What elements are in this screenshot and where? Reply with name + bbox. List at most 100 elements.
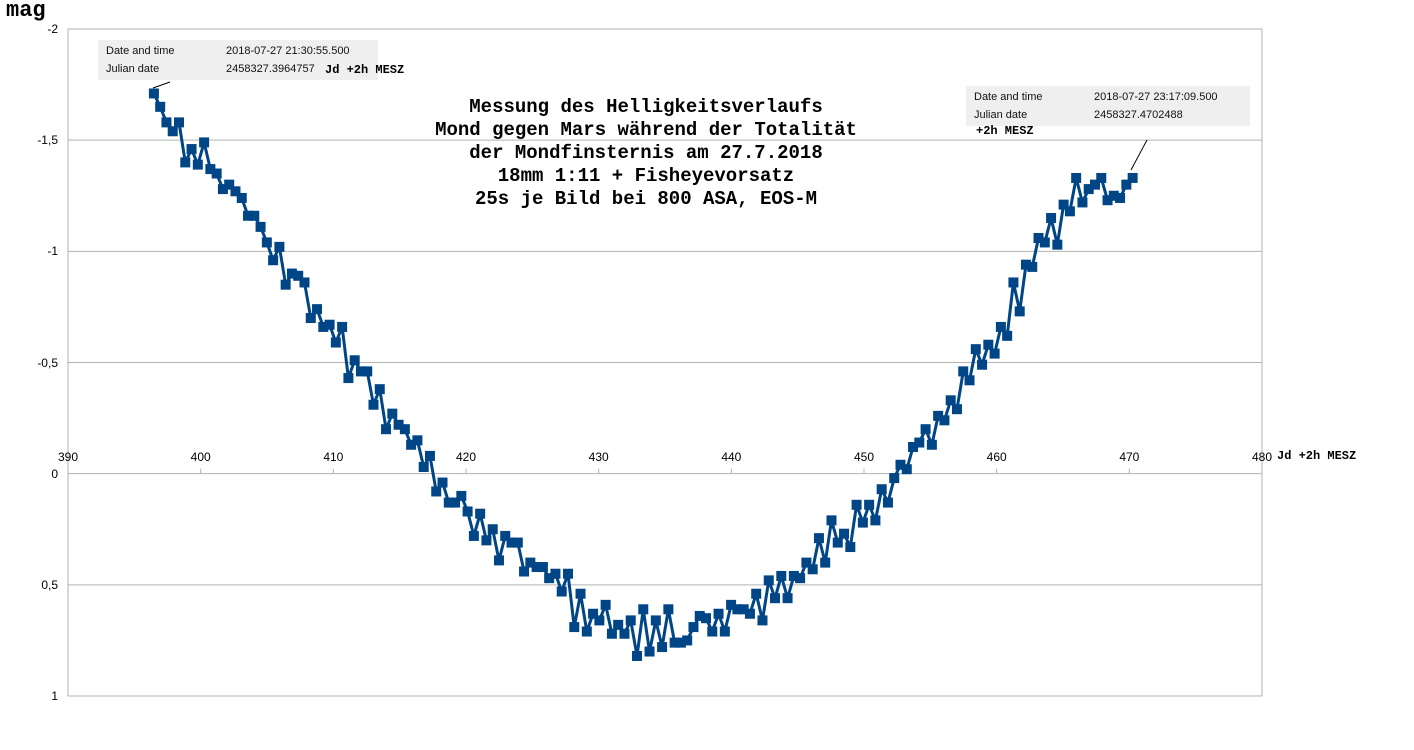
data-point	[519, 566, 530, 577]
tooltip-value: 2458327.4702488	[1094, 109, 1183, 121]
data-point	[958, 366, 969, 377]
data-point	[864, 499, 875, 510]
data-point	[782, 593, 793, 604]
data-point	[1052, 239, 1063, 250]
data-point	[475, 508, 486, 519]
start-note: Jd +2h MESZ	[325, 63, 405, 77]
data-point	[249, 210, 260, 221]
data-point	[995, 321, 1006, 332]
tooltip-value: 2018-07-27 21:30:55.500	[226, 45, 350, 57]
data-point	[801, 557, 812, 568]
x-axis-label: Jd +2h MESZ	[1277, 449, 1357, 463]
data-point	[362, 366, 373, 377]
data-point	[161, 117, 172, 128]
data-point	[751, 588, 762, 599]
x-tick-label: 420	[455, 449, 477, 464]
data-point	[1127, 172, 1138, 183]
data-point	[199, 137, 210, 148]
data-point	[889, 473, 900, 484]
data-point	[487, 524, 498, 535]
data-point	[770, 593, 781, 604]
data-point	[550, 568, 561, 579]
data-point	[1046, 212, 1057, 223]
data-point	[1077, 197, 1088, 208]
data-point	[299, 277, 310, 288]
x-tick-label: 480	[1251, 449, 1273, 464]
data-point	[820, 557, 831, 568]
data-point	[268, 255, 279, 266]
data-point	[619, 628, 630, 639]
data-point	[757, 615, 768, 626]
data-point	[381, 424, 392, 435]
data-point	[236, 192, 247, 203]
data-point	[1102, 195, 1113, 206]
data-point	[970, 344, 981, 355]
y-tick-label: -1	[47, 244, 58, 259]
data-point	[500, 530, 511, 541]
data-point	[1058, 199, 1069, 210]
data-point	[600, 599, 611, 610]
data-point	[443, 497, 454, 508]
x-tick-label: 410	[323, 449, 344, 464]
data-point	[343, 373, 354, 384]
title-line: der Mondfinsternis am 27.7.2018	[469, 142, 823, 164]
data-point	[569, 622, 580, 633]
chart-title: Messung des Helligkeitsverlaufs Mond geg…	[346, 96, 946, 211]
data-point	[211, 168, 222, 179]
data-point	[174, 117, 185, 128]
data-point	[1014, 306, 1025, 317]
data-point	[286, 268, 297, 279]
x-tick-label: 400	[190, 449, 211, 464]
data-point	[324, 319, 335, 330]
data-point	[1083, 184, 1094, 195]
data-point	[506, 537, 517, 548]
data-point	[186, 144, 197, 155]
data-point	[945, 395, 956, 406]
data-point	[650, 615, 661, 626]
data-point	[544, 573, 555, 584]
data-point	[606, 628, 617, 639]
data-point	[688, 622, 699, 633]
data-point	[682, 635, 693, 646]
data-point	[1027, 261, 1038, 272]
data-point	[337, 321, 348, 332]
data-point	[989, 348, 1000, 359]
data-point	[512, 537, 523, 548]
data-point	[556, 586, 567, 597]
data-point	[531, 562, 542, 573]
data-point	[914, 437, 925, 448]
title-line: 18mm 1:11 + Fisheyevorsatz	[497, 165, 795, 187]
data-point	[424, 450, 435, 461]
data-point	[305, 313, 316, 324]
data-point	[243, 210, 254, 221]
data-point	[832, 537, 843, 548]
data-point	[456, 490, 467, 501]
data-point	[857, 517, 868, 528]
data-point	[1033, 232, 1044, 243]
data-point	[462, 506, 473, 517]
data-point	[167, 126, 178, 137]
end-point-tooltip: Date and time 2018-07-27 23:17:09.500 Jul…	[966, 86, 1250, 126]
data-point	[964, 375, 975, 386]
data-point	[355, 366, 366, 377]
title-line: 25s je Bild bei 800 ASA, EOS-M	[474, 188, 818, 210]
data-point	[920, 424, 931, 435]
data-point	[280, 279, 291, 290]
data-point	[418, 461, 429, 472]
data-point	[933, 410, 944, 421]
data-point	[895, 459, 906, 470]
data-point	[726, 599, 737, 610]
data-point	[977, 359, 988, 370]
data-point	[851, 499, 862, 510]
data-point	[255, 221, 266, 232]
data-point	[663, 604, 674, 615]
data-point	[1071, 172, 1082, 183]
data-point	[224, 179, 235, 190]
data-point	[374, 384, 385, 395]
y-tick-label: 0,5	[41, 577, 58, 592]
data-point	[707, 626, 718, 637]
data-point	[625, 615, 636, 626]
start-point-tooltip: Date and time 2018-07-27 21:30:55.500 Jul…	[98, 40, 378, 80]
x-tick-label: 440	[721, 449, 742, 464]
data-point	[230, 186, 241, 197]
